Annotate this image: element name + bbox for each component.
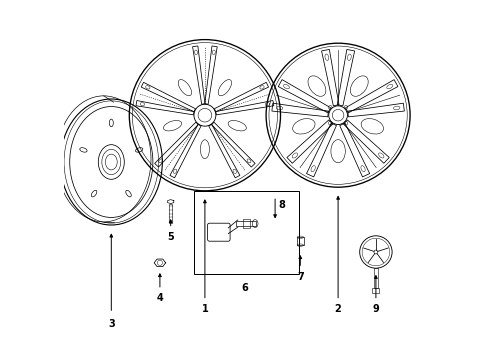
Text: 9: 9 xyxy=(372,304,379,314)
Text: 3: 3 xyxy=(108,319,115,329)
Text: 6: 6 xyxy=(241,283,247,293)
Bar xyxy=(373,268,377,288)
Bar xyxy=(194,191,298,274)
Bar xyxy=(243,219,249,228)
Text: 7: 7 xyxy=(296,272,303,282)
Bar xyxy=(296,237,303,245)
Text: 8: 8 xyxy=(278,200,285,210)
Text: 5: 5 xyxy=(167,232,174,242)
Bar xyxy=(236,221,256,226)
Text: 2: 2 xyxy=(334,304,341,314)
Bar xyxy=(371,288,379,293)
Text: 1: 1 xyxy=(201,304,208,314)
Text: 4: 4 xyxy=(156,293,163,303)
Bar xyxy=(168,203,172,223)
